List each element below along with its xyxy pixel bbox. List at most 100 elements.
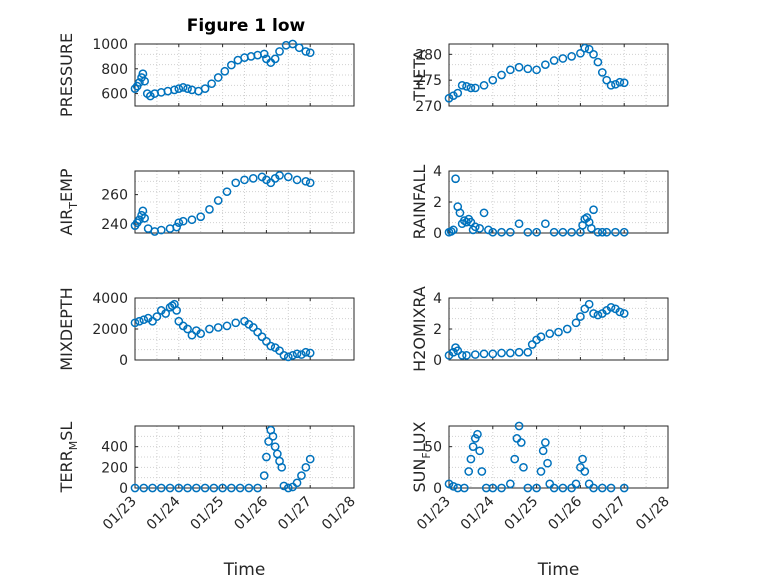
data-point <box>270 54 280 64</box>
data-point <box>576 312 585 321</box>
data-point <box>576 462 585 472</box>
data-point <box>283 483 293 493</box>
data-point <box>264 437 273 446</box>
data-point <box>593 227 603 237</box>
data-point <box>167 301 177 311</box>
data-point <box>580 467 590 476</box>
data-point <box>462 82 471 91</box>
data-point <box>519 462 528 472</box>
data-point <box>277 462 287 472</box>
data-point <box>606 302 616 312</box>
y-axis-label: PRESSURE <box>57 33 76 117</box>
subplot-terr_msl: 01/23 01/24 01/25 01/26 01/27 01/28 Time 0 200 40… <box>57 422 359 580</box>
data-point <box>161 309 171 318</box>
data-point <box>488 227 498 237</box>
data-point <box>567 227 576 237</box>
data-point <box>279 481 289 491</box>
data-point <box>532 483 541 493</box>
data-point <box>444 93 454 103</box>
data-point <box>473 429 482 439</box>
data-point <box>514 347 524 357</box>
data-point <box>283 172 293 182</box>
data-point <box>457 80 467 90</box>
x-axis-label: Time <box>537 560 580 580</box>
x-tick-label: 01/23 <box>100 494 140 534</box>
x-tick-label: 01/24 <box>144 493 184 533</box>
data-point <box>253 483 262 493</box>
axes-box <box>134 170 355 234</box>
data-point <box>580 43 590 53</box>
data-point <box>619 227 629 237</box>
data-point <box>288 351 298 360</box>
data-point <box>187 215 197 225</box>
data-point <box>301 462 311 472</box>
data-point <box>152 312 162 321</box>
y-tick-label: 270 <box>415 99 442 115</box>
y-tick-label: 400 <box>101 440 128 456</box>
y-axis-label: AIRTEMP <box>57 168 80 235</box>
data-point <box>283 352 293 362</box>
data-point <box>209 483 219 493</box>
data-point <box>602 227 612 237</box>
x-tick-label: 01/26 <box>545 493 585 533</box>
data-point <box>231 318 241 328</box>
data-point <box>545 479 555 489</box>
data-point <box>253 327 262 337</box>
data-point <box>200 483 210 493</box>
data-point <box>549 227 559 237</box>
data-point <box>273 449 282 459</box>
data-point <box>305 454 315 464</box>
y-tick-label: 280 <box>415 47 442 63</box>
data-point <box>139 315 149 325</box>
y-tick-label: 4 <box>433 164 442 180</box>
data-point <box>558 227 568 237</box>
data-point <box>130 84 140 93</box>
data-point <box>589 205 598 215</box>
data-point <box>466 454 476 464</box>
data-point <box>275 47 284 56</box>
data-point <box>446 227 456 236</box>
data-point <box>227 483 236 493</box>
subplot-pressure: 600 800 1000 PRESSURE <box>57 33 355 117</box>
data-point <box>227 60 236 70</box>
data-point <box>558 483 568 493</box>
data-point <box>597 483 607 493</box>
data-point <box>584 44 594 54</box>
data-point <box>148 483 157 493</box>
data-point <box>292 349 302 359</box>
data-point <box>549 56 559 65</box>
y-tick-label: 50 <box>424 440 442 456</box>
data-point <box>462 351 471 360</box>
data-point <box>172 306 181 315</box>
x-tick-label: 01/23 <box>414 494 454 534</box>
data-point <box>562 324 572 334</box>
data-point <box>244 483 254 493</box>
data-point <box>545 329 555 338</box>
data-point <box>449 225 458 235</box>
data-point <box>451 174 460 184</box>
data-point <box>183 84 192 93</box>
data-point <box>578 454 587 464</box>
data-point <box>532 227 541 237</box>
y-tick-label: 2 <box>433 322 442 338</box>
data-point <box>183 324 192 334</box>
data-point <box>140 213 149 223</box>
axes-box <box>448 425 669 489</box>
data-point <box>468 442 478 452</box>
data-point <box>178 83 188 92</box>
data-point <box>288 482 298 492</box>
data-point <box>567 52 576 61</box>
data-point <box>275 346 284 356</box>
y-tick-label: 260 <box>101 188 128 204</box>
data-point <box>554 327 563 337</box>
data-point <box>449 347 458 357</box>
data-point <box>222 187 232 197</box>
y-tick-label: 1000 <box>92 37 128 53</box>
data-point <box>207 79 216 89</box>
data-point <box>145 91 155 101</box>
data-point <box>479 80 489 90</box>
data-point <box>464 467 474 476</box>
y-tick-label: 4000 <box>92 291 128 307</box>
data-point <box>488 75 498 85</box>
